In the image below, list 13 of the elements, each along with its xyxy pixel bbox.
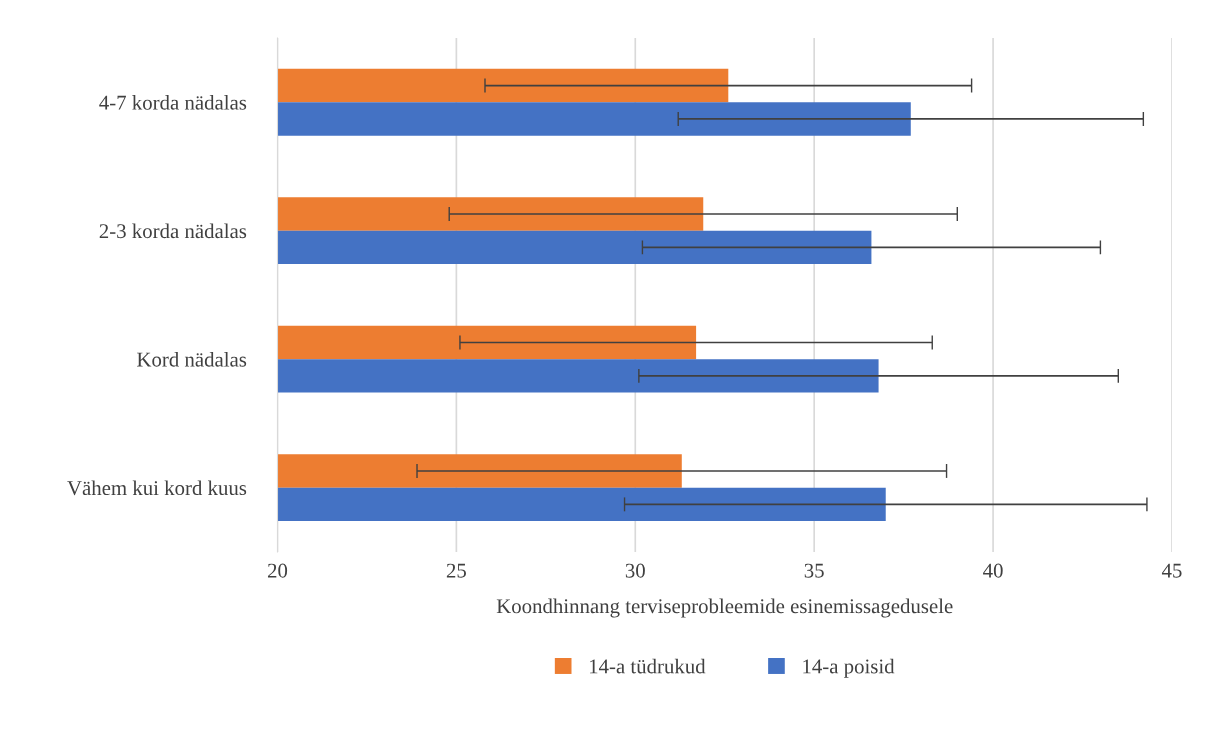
x-tick-label: 35 xyxy=(804,563,824,578)
legend-label: 14-a poisid xyxy=(803,658,895,678)
x-tick-label: 20 xyxy=(267,563,288,578)
x-tick-label: 40 xyxy=(983,563,1003,578)
x-axis-title: Koondhinnang terviseprobleemide esinemissagedusele xyxy=(496,598,953,618)
x-tick-label: 25 xyxy=(446,563,466,578)
x-tick-label: 45 xyxy=(1161,563,1182,578)
x-tick-label: 30 xyxy=(625,563,645,578)
y-tick-label: Kord nädalas xyxy=(137,351,247,367)
legend-label: 14-a tüdrukud xyxy=(590,658,706,674)
y-tick-label: 2-3 korda nädalas xyxy=(99,223,247,239)
y-tick-label: 4-7 korda nädalas xyxy=(99,95,247,110)
y-tick-label: Vähem kui kord kuus xyxy=(67,480,247,496)
